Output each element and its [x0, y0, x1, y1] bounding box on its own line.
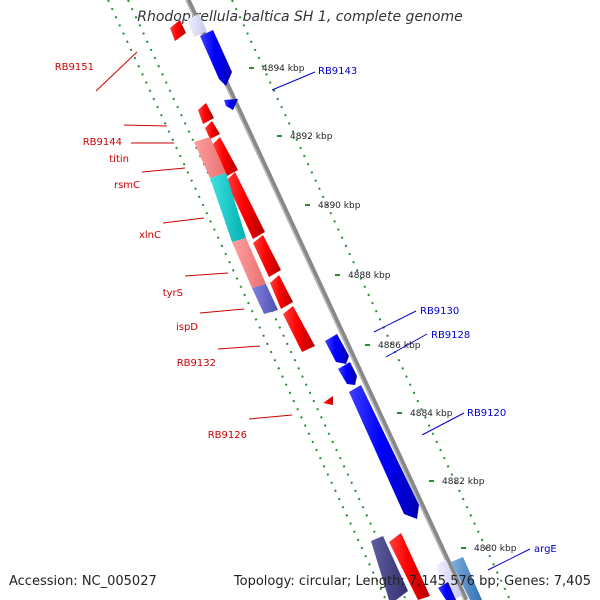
gene-feature-forward[interactable]: [338, 362, 357, 385]
gene-callout-line: [123, 124, 168, 127]
gene-features: [170, 14, 482, 600]
gene-callout-line: [248, 414, 293, 420]
gene-feature-reverse[interactable]: [283, 306, 315, 352]
gene-feature-reverse[interactable]: [389, 533, 430, 600]
gene-label-forward[interactable]: argE: [534, 544, 557, 555]
gene-callout-line: [217, 345, 261, 350]
gene-callout-line: [373, 310, 417, 333]
gene-feature-reverse[interactable]: [198, 103, 214, 124]
gene-callout-line: [95, 51, 138, 92]
gene-feature-forward[interactable]: [187, 14, 207, 37]
gene-label-reverse[interactable]: RB9126: [208, 430, 247, 441]
gene-callout-line: [141, 167, 186, 173]
gene-feature-colored[interactable]: [252, 284, 278, 314]
gene-feature-colored[interactable]: [210, 173, 246, 242]
gene-feature-reverse[interactable]: [212, 137, 238, 176]
gene-feature-reverse[interactable]: [170, 20, 186, 41]
gene-feature-reverse[interactable]: [270, 275, 293, 309]
gene-feature-colored[interactable]: [232, 238, 266, 288]
ruler-tick-label: 4890 kbp: [318, 201, 361, 211]
genome-summary-text: Topology: circular; Length: 7,145,576 bp…: [233, 574, 591, 589]
gene-label-forward[interactable]: RB9143: [318, 66, 357, 77]
genome-backbone: [185, 0, 469, 600]
gene-callout-line: [385, 333, 428, 358]
gene-label-reverse[interactable]: rsmC: [114, 180, 140, 191]
gene-label-reverse[interactable]: RB9151: [55, 62, 94, 73]
gene-label-forward[interactable]: RB9120: [467, 408, 506, 419]
gene-label-reverse[interactable]: ispD: [176, 322, 198, 333]
accession-text: Accession: NC_005027: [9, 574, 157, 589]
gene-callout-line: [199, 308, 245, 314]
gene-feature-reverse[interactable]: [253, 235, 281, 277]
gene-callout-line: [421, 412, 465, 436]
ruler-tick-label: 4884 kbp: [410, 409, 453, 419]
gene-label-forward[interactable]: RB9130: [420, 306, 459, 317]
ruler-tick-label: 4880 kbp: [474, 544, 517, 554]
gene-label-reverse[interactable]: xlnC: [139, 230, 161, 241]
gene-feature-reverse[interactable]: [205, 121, 220, 139]
gene-label-reverse[interactable]: RB9132: [177, 358, 216, 369]
gene-callouts: RB9151 RB9144 titin rsmC xlnC tyrS ispD RB9132 R…: [55, 51, 557, 571]
gene-feature-forward[interactable]: [349, 385, 419, 519]
gene-feature-reverse[interactable]: [226, 172, 265, 239]
gene-callout-line: [184, 272, 229, 277]
ruler-tick-label: 4886 kbp: [378, 341, 421, 351]
gene-label-reverse[interactable]: tyrS: [163, 288, 183, 299]
gene-callout-line: [271, 71, 316, 91]
gene-feature-forward[interactable]: [200, 30, 232, 86]
gene-feature-forward[interactable]: [325, 334, 349, 364]
gene-feature-forward[interactable]: [224, 99, 238, 110]
gene-feature-colored[interactable]: [194, 137, 226, 178]
ruler-tick-label: 4882 kbp: [442, 477, 485, 487]
ruler-tick-label: 4892 kbp: [290, 132, 333, 142]
gene-label-forward[interactable]: RB9128: [431, 330, 470, 341]
gene-feature-forward[interactable]: [438, 582, 456, 600]
gene-feature-colored[interactable]: [436, 560, 462, 600]
ruler-outer-dotted-line: [231, 0, 511, 600]
gene-feature-colored[interactable]: [371, 536, 408, 600]
ruler-tick-label: 4888 kbp: [348, 271, 391, 281]
gene-callout-line: [487, 548, 531, 571]
gene-label-reverse[interactable]: titin: [109, 154, 129, 165]
gene-label-reverse[interactable]: RB9144: [83, 137, 122, 148]
genome-title: Rhodopirellula baltica SH 1, complete ge…: [137, 9, 463, 25]
gene-feature-reverse[interactable]: [323, 396, 333, 405]
ruler-ticks: 4894 kbp 4892 kbp 4890 kbp 4888 kbp 4886 kbp…: [249, 64, 517, 554]
gene-callout-line: [162, 217, 205, 224]
genome-backbone-highlight: [185, 0, 465, 600]
ruler-tick-label: 4894 kbp: [262, 64, 305, 74]
gene-feature-colored[interactable]: [451, 557, 482, 600]
ruler-far-dotted-line: [107, 0, 387, 600]
